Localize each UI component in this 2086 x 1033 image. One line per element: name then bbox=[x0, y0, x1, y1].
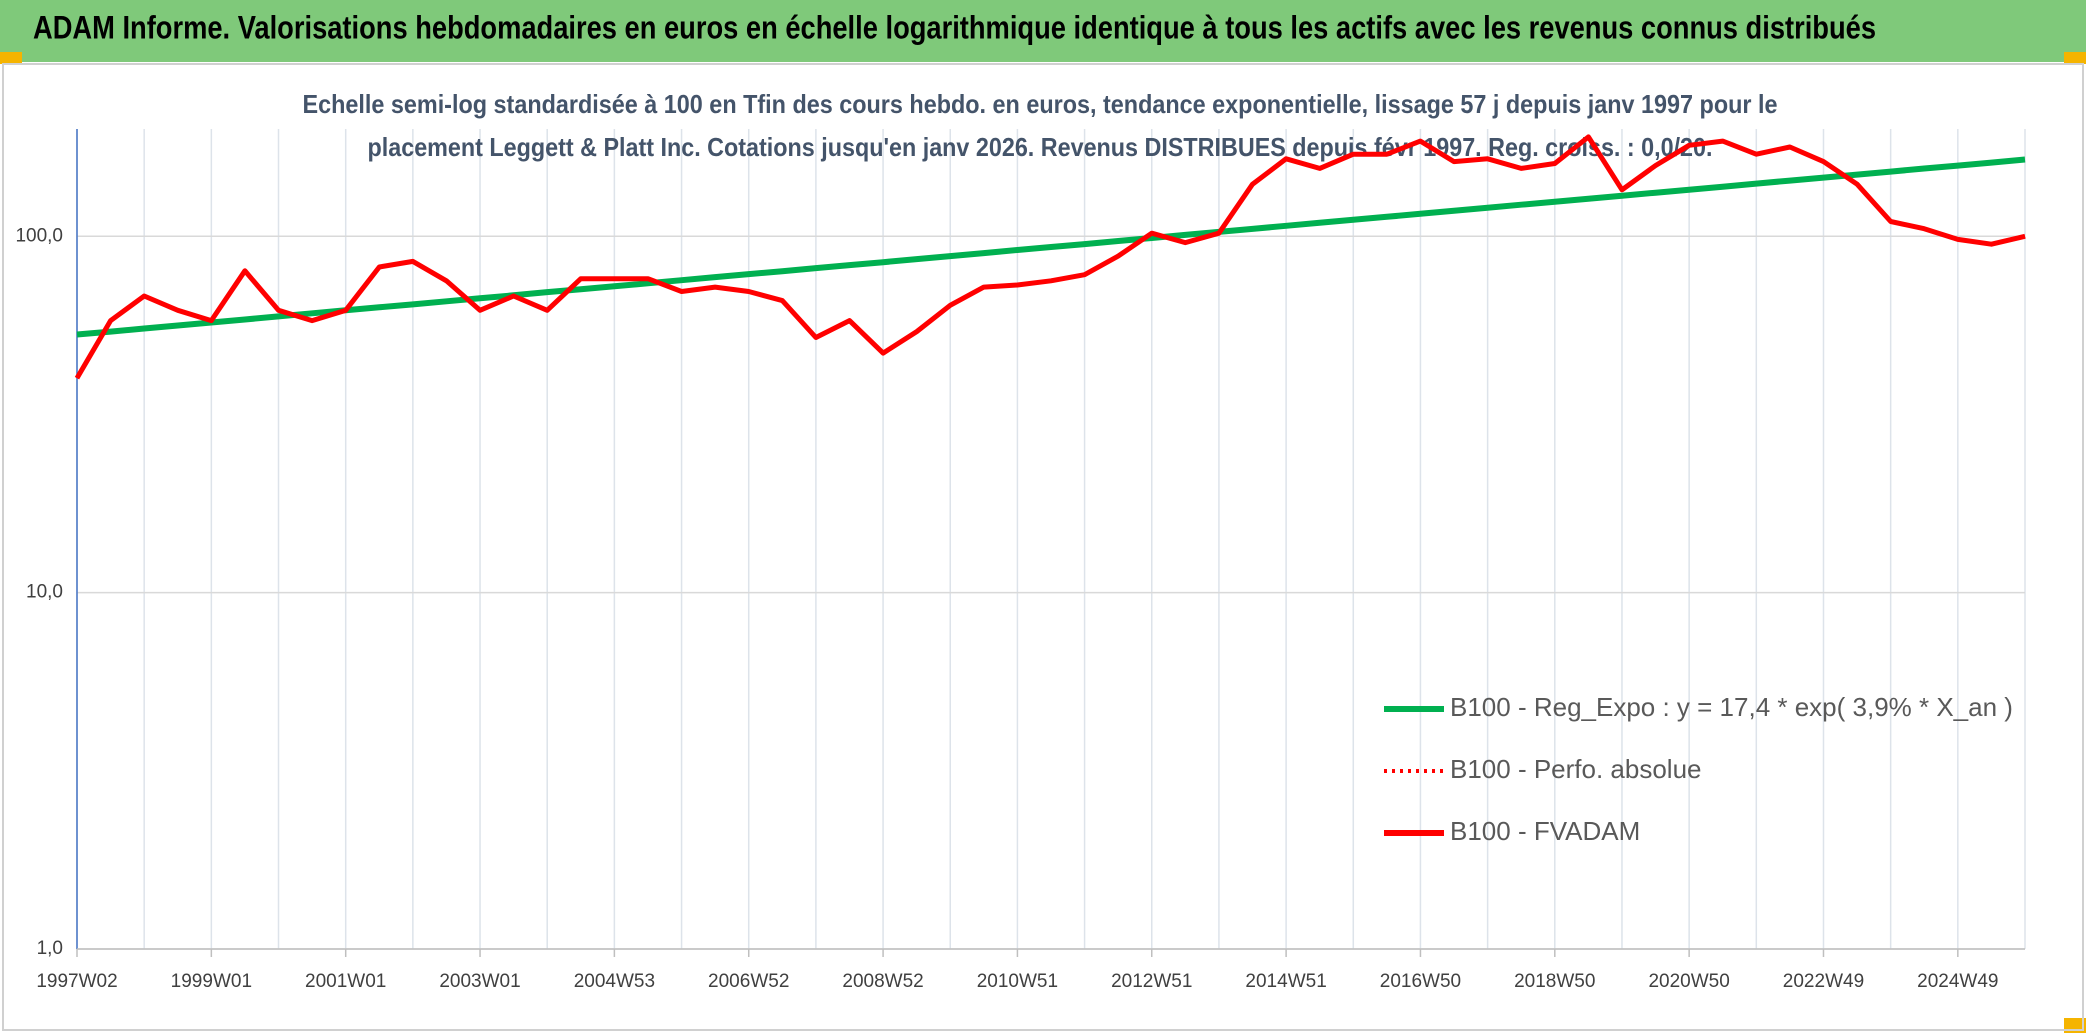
x-tick-label: 1999W01 bbox=[171, 971, 252, 992]
x-tick-label: 2014W51 bbox=[1245, 971, 1326, 992]
corner bbox=[0, 52, 22, 64]
x-tick-label: 2018W50 bbox=[1514, 971, 1595, 992]
chart-border bbox=[2, 63, 2084, 1031]
x-tick-label: 1997W02 bbox=[36, 971, 117, 992]
x-tick-label: 2016W50 bbox=[1380, 971, 1461, 992]
legend-label: B100 - Reg_Expo : y = 17,4 * exp( 3,9% *… bbox=[1450, 692, 2013, 722]
corner bbox=[2064, 52, 2086, 64]
x-tick-label: 2001W01 bbox=[305, 971, 386, 992]
x-tick-label: 2008W52 bbox=[842, 971, 923, 992]
chart-title: placement Leggett & Platt Inc. Cotations… bbox=[368, 132, 1713, 162]
x-tick-label: 2020W50 bbox=[1648, 971, 1729, 992]
chart-title: Echelle semi-log standardisée à 100 en T… bbox=[303, 89, 1778, 119]
x-tick-label: 2012W51 bbox=[1111, 971, 1192, 992]
x-tick-label: 2022W49 bbox=[1783, 971, 1864, 992]
x-tick-label: 2003W01 bbox=[439, 971, 520, 992]
y-tick-label: 10,0 bbox=[26, 582, 63, 603]
y-tick-label: 1,0 bbox=[37, 938, 63, 959]
y-tick-label: 100,0 bbox=[15, 225, 63, 246]
x-tick-label: 2006W52 bbox=[708, 971, 789, 992]
x-tick-label: 2024W49 bbox=[1917, 971, 1998, 992]
legend-label: B100 - Perfo. absolue bbox=[1450, 754, 1702, 784]
legend-label: B100 - FVADAM bbox=[1450, 816, 1640, 846]
header-title: ADAM Informe. Valorisations hebdomadaire… bbox=[33, 9, 1876, 45]
series-line bbox=[74, 134, 2026, 380]
series-line bbox=[76, 156, 2026, 338]
x-tick-label: 2004W53 bbox=[574, 971, 655, 992]
x-tick-label: 2010W51 bbox=[977, 971, 1058, 992]
header-bar bbox=[0, 0, 2086, 62]
